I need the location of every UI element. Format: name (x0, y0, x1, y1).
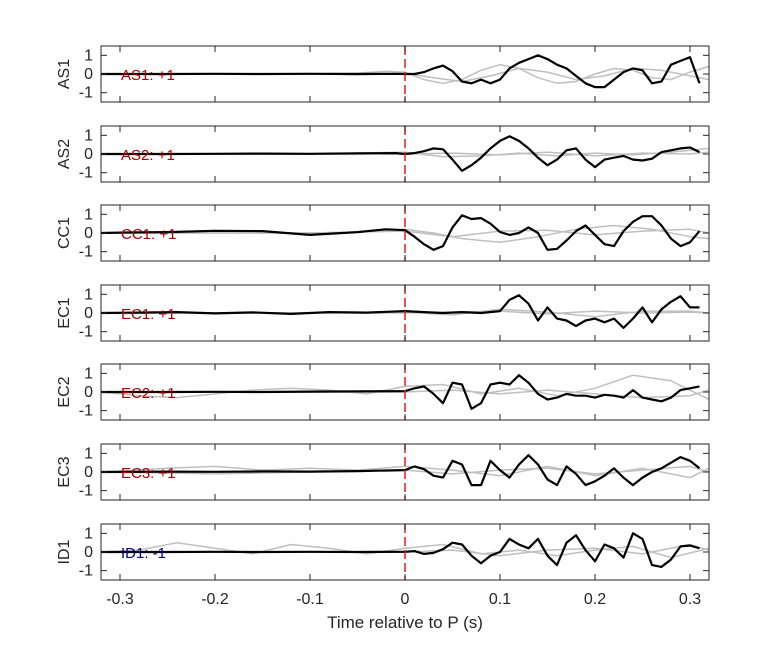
plot-area (101, 214, 709, 251)
black-trace-cc1 (101, 214, 701, 251)
panel-as2: -1 0 1 AS2 AS2: +1 (56, 125, 710, 183)
x-tick-label: 0.3 (679, 591, 701, 608)
polarity-label-as2: AS2: +1 (121, 147, 175, 164)
plot-area (101, 135, 709, 172)
black-trace-ec2 (101, 374, 700, 410)
y-tick-label: 0 (84, 544, 93, 561)
y-tick-label: 1 (84, 47, 93, 64)
polarity-label-as1: AS1: +1 (121, 67, 175, 84)
panel-id1: -1 0 1 ID1 ID1: -1 (56, 523, 710, 581)
panel-ec2: -1 0 1 EC2 EC2: +1 (56, 363, 710, 421)
y-tick-label: -1 (79, 483, 93, 500)
x-axis-label: Time relative to P (s) (327, 613, 483, 632)
gray-trace-ec3-1 (101, 465, 709, 479)
panel-cc1: -1 0 1 CC1 CC1: +1 (56, 204, 710, 262)
black-trace-ec1 (101, 294, 700, 329)
black-trace-as1 (101, 54, 701, 89)
x-tick-label: 0.2 (584, 591, 606, 608)
y-tick-label: -1 (79, 324, 93, 341)
y-tick-label: 1 (84, 525, 93, 542)
gray-trace-ec2-1 (101, 374, 709, 401)
y-tick-label: 0 (84, 66, 93, 83)
plot-area (101, 532, 709, 568)
plot-area (101, 454, 709, 487)
polarity-label-ec1: EC1: +1 (121, 306, 176, 323)
y-tick-label: -1 (79, 563, 93, 580)
plot-area (101, 54, 709, 89)
plot-area (101, 374, 709, 410)
x-tick-label: 0.1 (489, 591, 511, 608)
x-tick-label: -0.3 (106, 591, 134, 608)
y-tick-label: 1 (84, 365, 93, 382)
panel-ec1: -1 0 1 EC1 EC1: +1 (56, 284, 710, 342)
x-tick-label: -0.1 (296, 591, 324, 608)
y-tick-label: 1 (84, 286, 93, 303)
black-trace-id1 (101, 532, 700, 568)
y-axis-label-cc1: CC1 (56, 217, 73, 249)
x-tick-labels: -0.3 -0.2 -0.1 0 0.1 0.2 0.3 (106, 591, 701, 608)
polarity-label-ec3: EC3: +1 (121, 465, 176, 482)
panel-ec3: -1 0 1 EC3 EC3: +1 (56, 443, 710, 501)
black-trace-as2 (101, 135, 700, 172)
x-tick-label: -0.2 (201, 591, 229, 608)
black-trace-ec3 (101, 454, 701, 487)
plot-area (101, 294, 709, 329)
y-tick-label: 0 (84, 225, 93, 242)
panel-as1: -1 0 1 AS1 AS1: +1 (56, 45, 710, 103)
y-tick-label: -1 (79, 403, 93, 420)
x-tick-label: 0 (401, 591, 410, 608)
y-tick-label: -1 (79, 85, 93, 102)
y-axis-label-ec1: EC1 (56, 297, 73, 328)
y-axis-label-ec2: EC2 (56, 376, 73, 407)
polarity-label-id1: ID1: -1 (121, 545, 166, 562)
y-tick-label: 0 (84, 146, 93, 163)
y-axis-label-id1: ID1 (56, 539, 73, 564)
y-axis-label-as2: AS2 (56, 139, 73, 169)
y-tick-label: 0 (84, 305, 93, 322)
y-tick-label: 1 (84, 445, 93, 462)
y-axis-label-as1: AS1 (56, 59, 73, 89)
polarity-label-ec2: EC2: +1 (121, 385, 176, 402)
gray-trace-id1-1 (101, 541, 709, 559)
y-tick-label: 0 (84, 464, 93, 481)
y-tick-label: 0 (84, 384, 93, 401)
polarity-label-cc1: CC1: +1 (121, 226, 176, 243)
y-tick-label: -1 (79, 165, 93, 182)
y-tick-label: -1 (79, 244, 93, 261)
y-axis-label-ec3: EC3 (56, 456, 73, 487)
y-tick-label: 1 (84, 206, 93, 223)
y-tick-label: 1 (84, 127, 93, 144)
